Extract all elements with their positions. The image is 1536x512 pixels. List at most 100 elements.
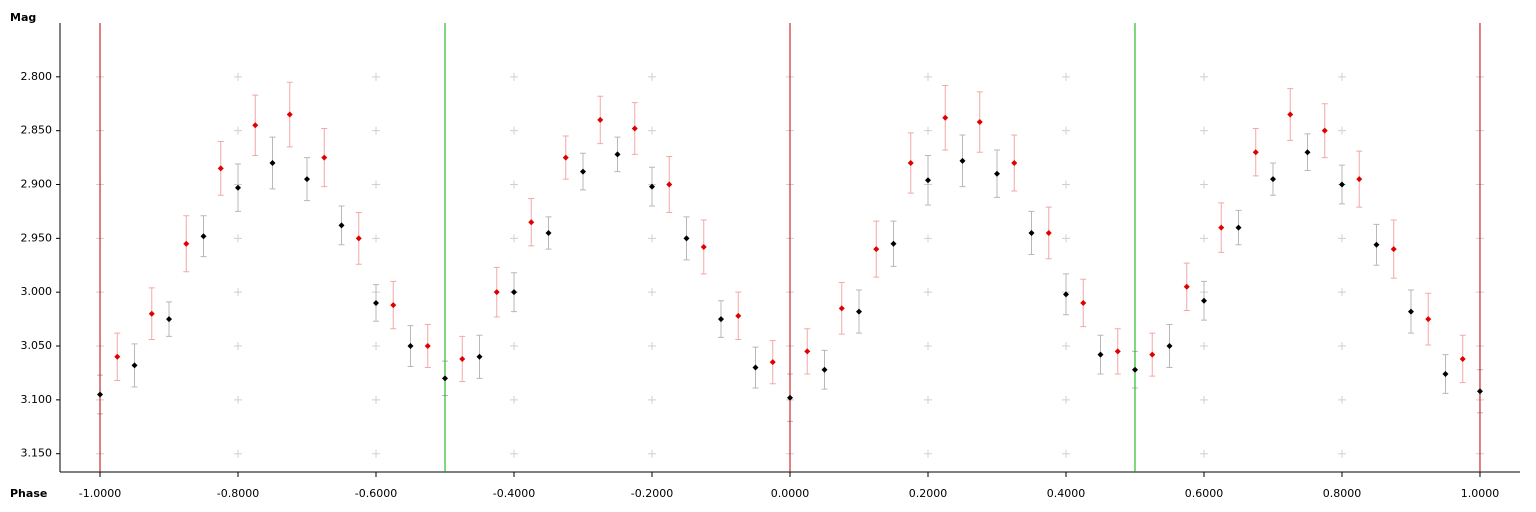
data-point bbox=[1476, 388, 1483, 395]
data-point bbox=[718, 316, 725, 323]
data-point bbox=[787, 394, 793, 401]
data-point bbox=[1200, 297, 1207, 304]
data-point bbox=[97, 391, 104, 398]
data-point bbox=[1114, 348, 1121, 355]
data-point bbox=[321, 154, 328, 161]
y-axis-title: Mag bbox=[10, 11, 36, 24]
data-point bbox=[959, 157, 966, 164]
y-tick-label: 3.050 bbox=[21, 339, 53, 352]
grid-cross bbox=[648, 72, 657, 81]
grid-cross bbox=[923, 449, 932, 458]
data-point bbox=[1356, 176, 1363, 183]
data-point bbox=[666, 181, 673, 188]
data-point bbox=[1252, 149, 1259, 156]
grid-cross bbox=[510, 449, 519, 458]
y-tick-label: 2.900 bbox=[21, 178, 53, 191]
grid-cross bbox=[923, 126, 932, 135]
data-point bbox=[683, 235, 690, 242]
data-point bbox=[217, 165, 224, 172]
y-tick-label: 2.950 bbox=[21, 231, 53, 244]
data-point bbox=[1062, 291, 1069, 298]
grid-cross bbox=[1199, 395, 1208, 404]
data-point bbox=[1407, 308, 1414, 315]
x-tick-label: 0.6000 bbox=[1185, 487, 1224, 500]
data-point bbox=[338, 222, 345, 229]
x-tick-label: 0.4000 bbox=[1047, 487, 1086, 500]
data-point bbox=[131, 362, 138, 369]
grid-cross bbox=[1061, 342, 1070, 351]
grid-cross bbox=[372, 72, 381, 81]
grid-cross bbox=[372, 126, 381, 135]
data-point bbox=[1287, 111, 1294, 118]
grid-cross bbox=[1337, 72, 1346, 81]
data-point bbox=[493, 289, 500, 296]
data-point bbox=[1011, 159, 1018, 166]
data-point bbox=[1166, 343, 1173, 350]
data-point bbox=[752, 364, 759, 371]
x-axis-title: Phase bbox=[10, 487, 47, 500]
grid-cross bbox=[234, 288, 243, 297]
x-tick-label: 1.0000 bbox=[1461, 487, 1500, 500]
data-point bbox=[1304, 149, 1311, 156]
grid-cross bbox=[234, 126, 243, 135]
data-point bbox=[1442, 371, 1449, 378]
data-point bbox=[424, 343, 431, 350]
data-point bbox=[407, 343, 414, 350]
data-point bbox=[631, 125, 638, 132]
grid-cross bbox=[510, 126, 519, 135]
data-point bbox=[304, 176, 311, 183]
grid-cross bbox=[1199, 342, 1208, 351]
x-tick-label: -0.2000 bbox=[631, 487, 673, 500]
grid-cross bbox=[648, 342, 657, 351]
data-point bbox=[476, 353, 483, 360]
grid-cross bbox=[372, 234, 381, 243]
x-tick-label: -1.0000 bbox=[79, 487, 121, 500]
grid-cross bbox=[1199, 234, 1208, 243]
data-point bbox=[1028, 229, 1035, 236]
grid-cross bbox=[923, 395, 932, 404]
x-tick-label: -0.8000 bbox=[217, 487, 259, 500]
data-point bbox=[1373, 241, 1380, 248]
x-tick-label: 0.8000 bbox=[1323, 487, 1362, 500]
grid-cross bbox=[234, 72, 243, 81]
grid-cross bbox=[648, 126, 657, 135]
grid-cross bbox=[1337, 395, 1346, 404]
data-point bbox=[252, 122, 259, 129]
grid-cross bbox=[648, 234, 657, 243]
data-point bbox=[235, 184, 242, 191]
x-tick-label: 0.0000 bbox=[771, 487, 810, 500]
data-point bbox=[821, 366, 828, 373]
data-point bbox=[545, 229, 552, 236]
data-point bbox=[459, 355, 466, 362]
x-tick-label: 0.2000 bbox=[909, 487, 948, 500]
data-point bbox=[1131, 366, 1138, 373]
data-point bbox=[769, 359, 776, 366]
grid-cross bbox=[648, 449, 657, 458]
data-point bbox=[1218, 224, 1225, 231]
data-point bbox=[1149, 351, 1156, 358]
grid-cross bbox=[648, 288, 657, 297]
data-point bbox=[1459, 355, 1466, 362]
x-tick-label: -0.4000 bbox=[493, 487, 535, 500]
grid-cross bbox=[923, 342, 932, 351]
data-point bbox=[1338, 181, 1345, 188]
data-point bbox=[373, 299, 380, 306]
data-point bbox=[1390, 246, 1397, 253]
grid-cross bbox=[1061, 395, 1070, 404]
grid-cross bbox=[234, 395, 243, 404]
data-point bbox=[1269, 176, 1276, 183]
data-point bbox=[562, 154, 569, 161]
data-point bbox=[890, 240, 897, 247]
y-tick-label: 3.150 bbox=[21, 447, 53, 460]
grid-cross bbox=[923, 72, 932, 81]
grid-cross bbox=[648, 395, 657, 404]
data-point bbox=[873, 246, 880, 253]
data-point bbox=[924, 177, 931, 184]
data-point bbox=[390, 302, 397, 309]
x-tick-label: -0.6000 bbox=[355, 487, 397, 500]
grid-cross bbox=[1337, 126, 1346, 135]
data-point bbox=[355, 235, 362, 242]
data-point bbox=[735, 312, 742, 319]
grid-cross bbox=[923, 288, 932, 297]
grid-cross bbox=[1337, 234, 1346, 243]
